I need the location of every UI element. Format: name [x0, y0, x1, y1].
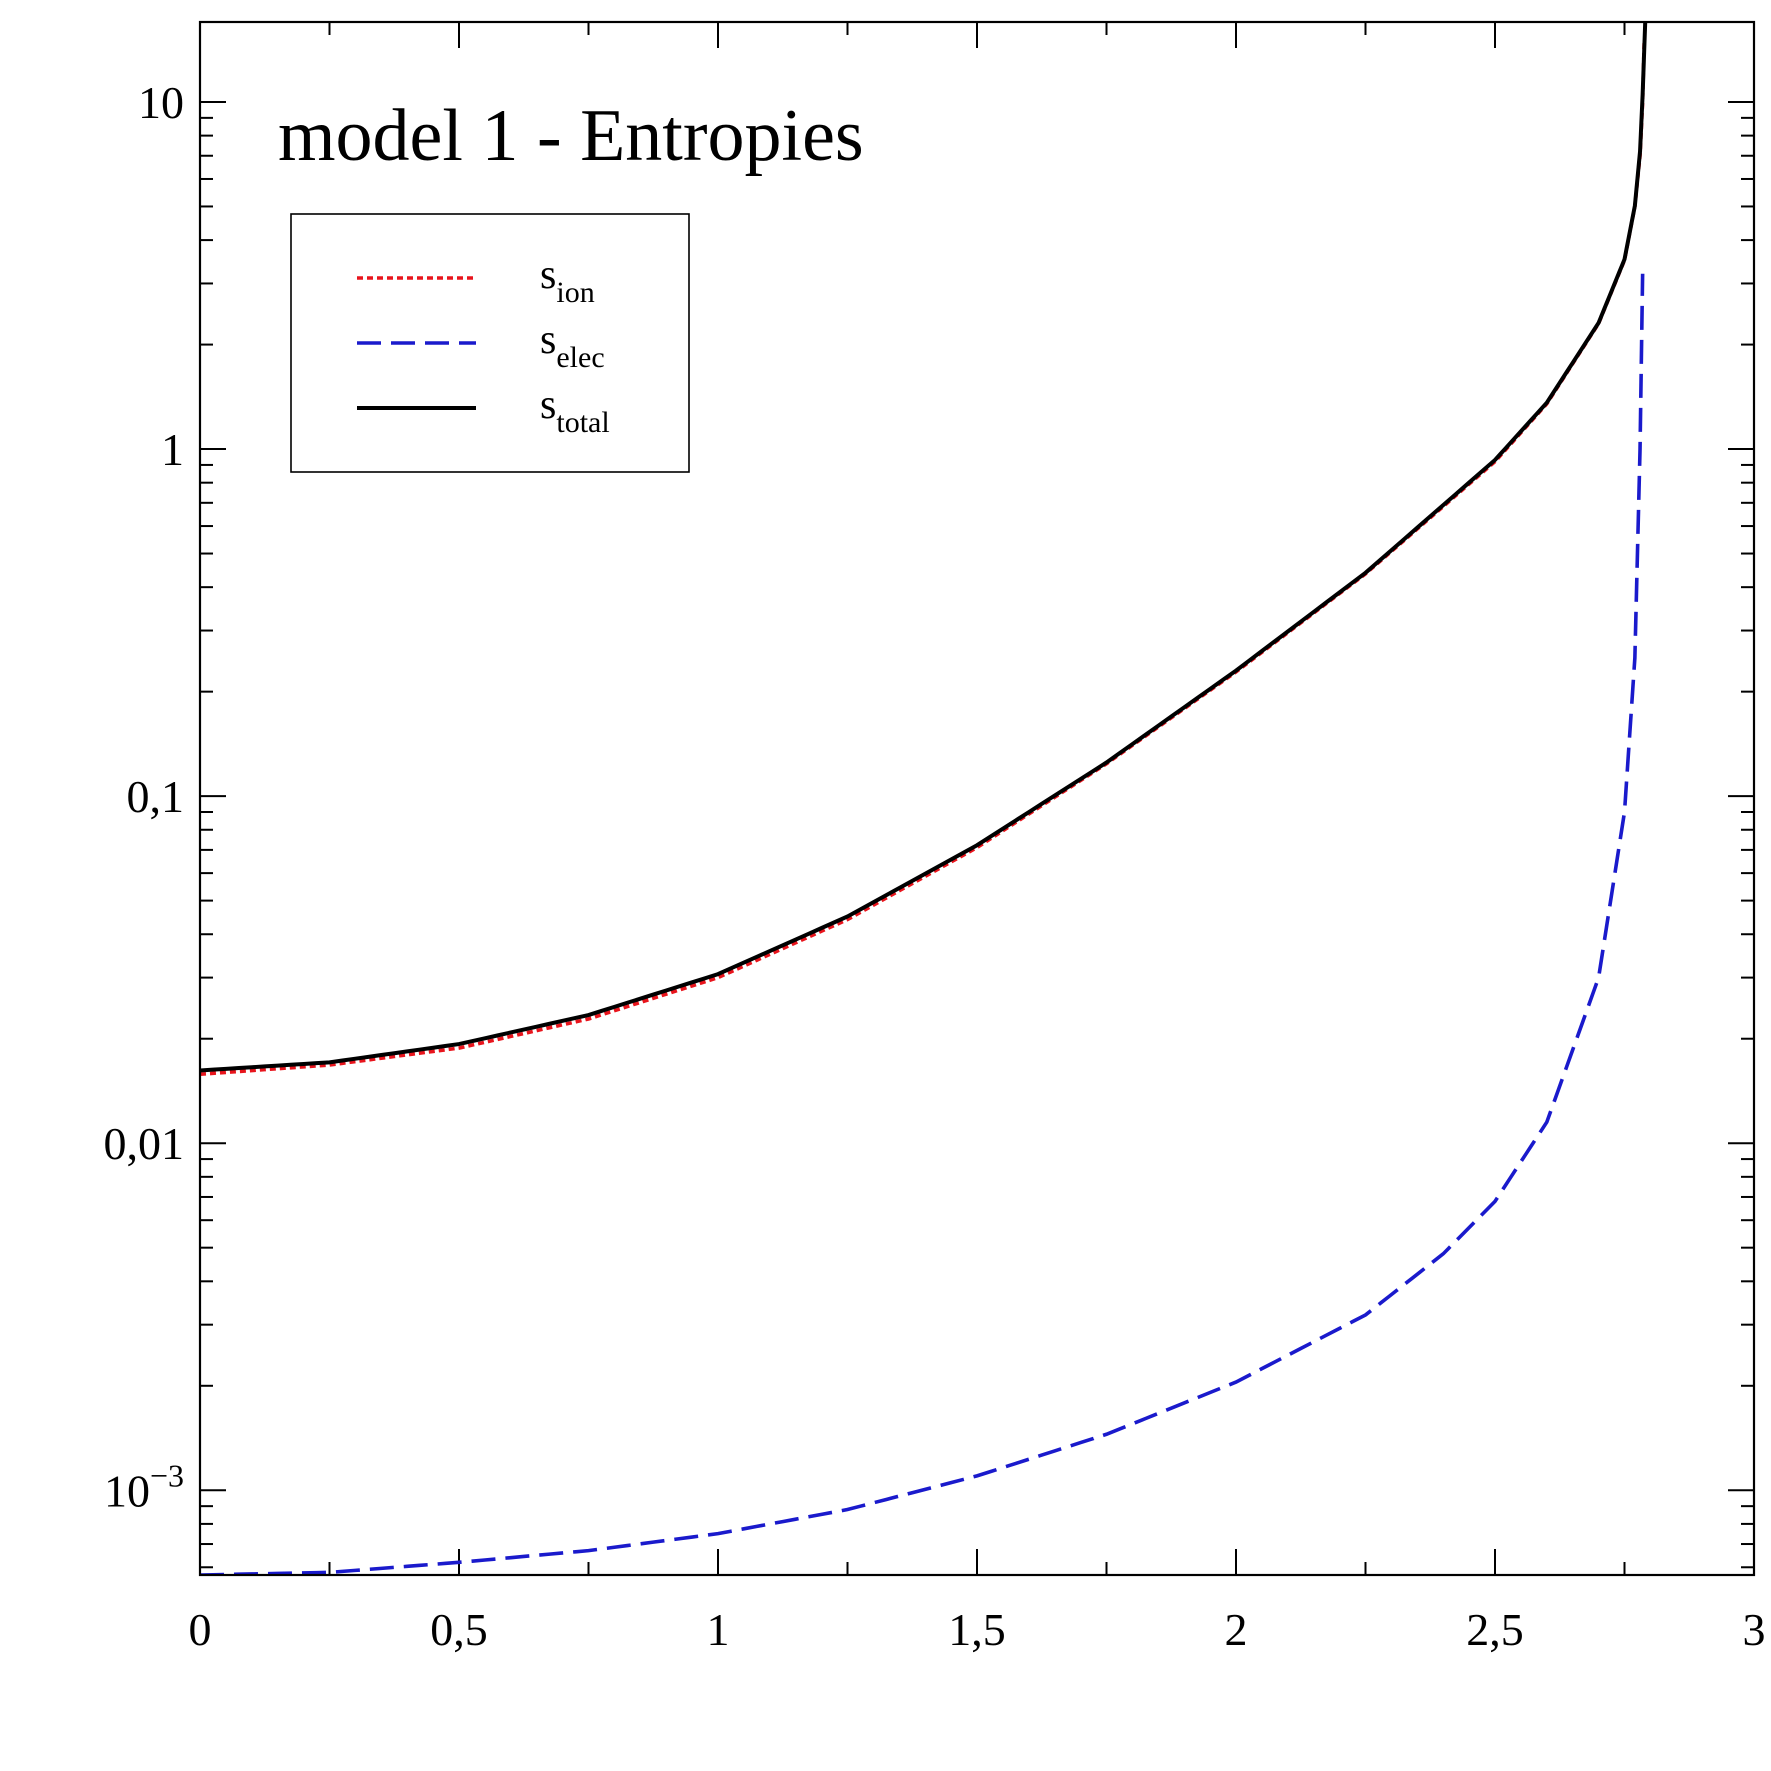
chart-title: model 1 - Entropies — [278, 95, 864, 177]
y-tick-label: 10−3 — [104, 1457, 184, 1516]
y-tick-label: 0,1 — [127, 771, 185, 822]
y-tick-label: 10 — [138, 77, 184, 128]
series-group — [200, 22, 1648, 1575]
x-tick-label: 2,5 — [1466, 1604, 1524, 1655]
x-tick-label: 0,5 — [430, 1604, 488, 1655]
series-line-elec — [200, 273, 1645, 1575]
y-tick-label: 1 — [161, 424, 184, 475]
x-tick-label: 1 — [707, 1604, 730, 1655]
legend-label-total: stotal — [540, 382, 610, 439]
y-tick-label: 0,01 — [104, 1118, 185, 1169]
x-tick-label: 3 — [1743, 1604, 1766, 1655]
legend-label-elec: selec — [540, 317, 605, 374]
x-tick-label: 2 — [1225, 1604, 1248, 1655]
legend: sion selec stotal — [290, 213, 690, 473]
plot-frame — [198, 20, 1756, 1577]
legend-label-ion: sion — [540, 252, 595, 309]
series-line-total — [200, 22, 1648, 1073]
legend-box — [290, 213, 690, 473]
x-tick-label: 1,5 — [948, 1604, 1006, 1655]
tick-labels: 0 0,5 1 1,5 2 2,5 3 10−3 0,01 0,1 1 10 — [104, 77, 1766, 1655]
x-tick-label: 0 — [189, 1604, 212, 1655]
